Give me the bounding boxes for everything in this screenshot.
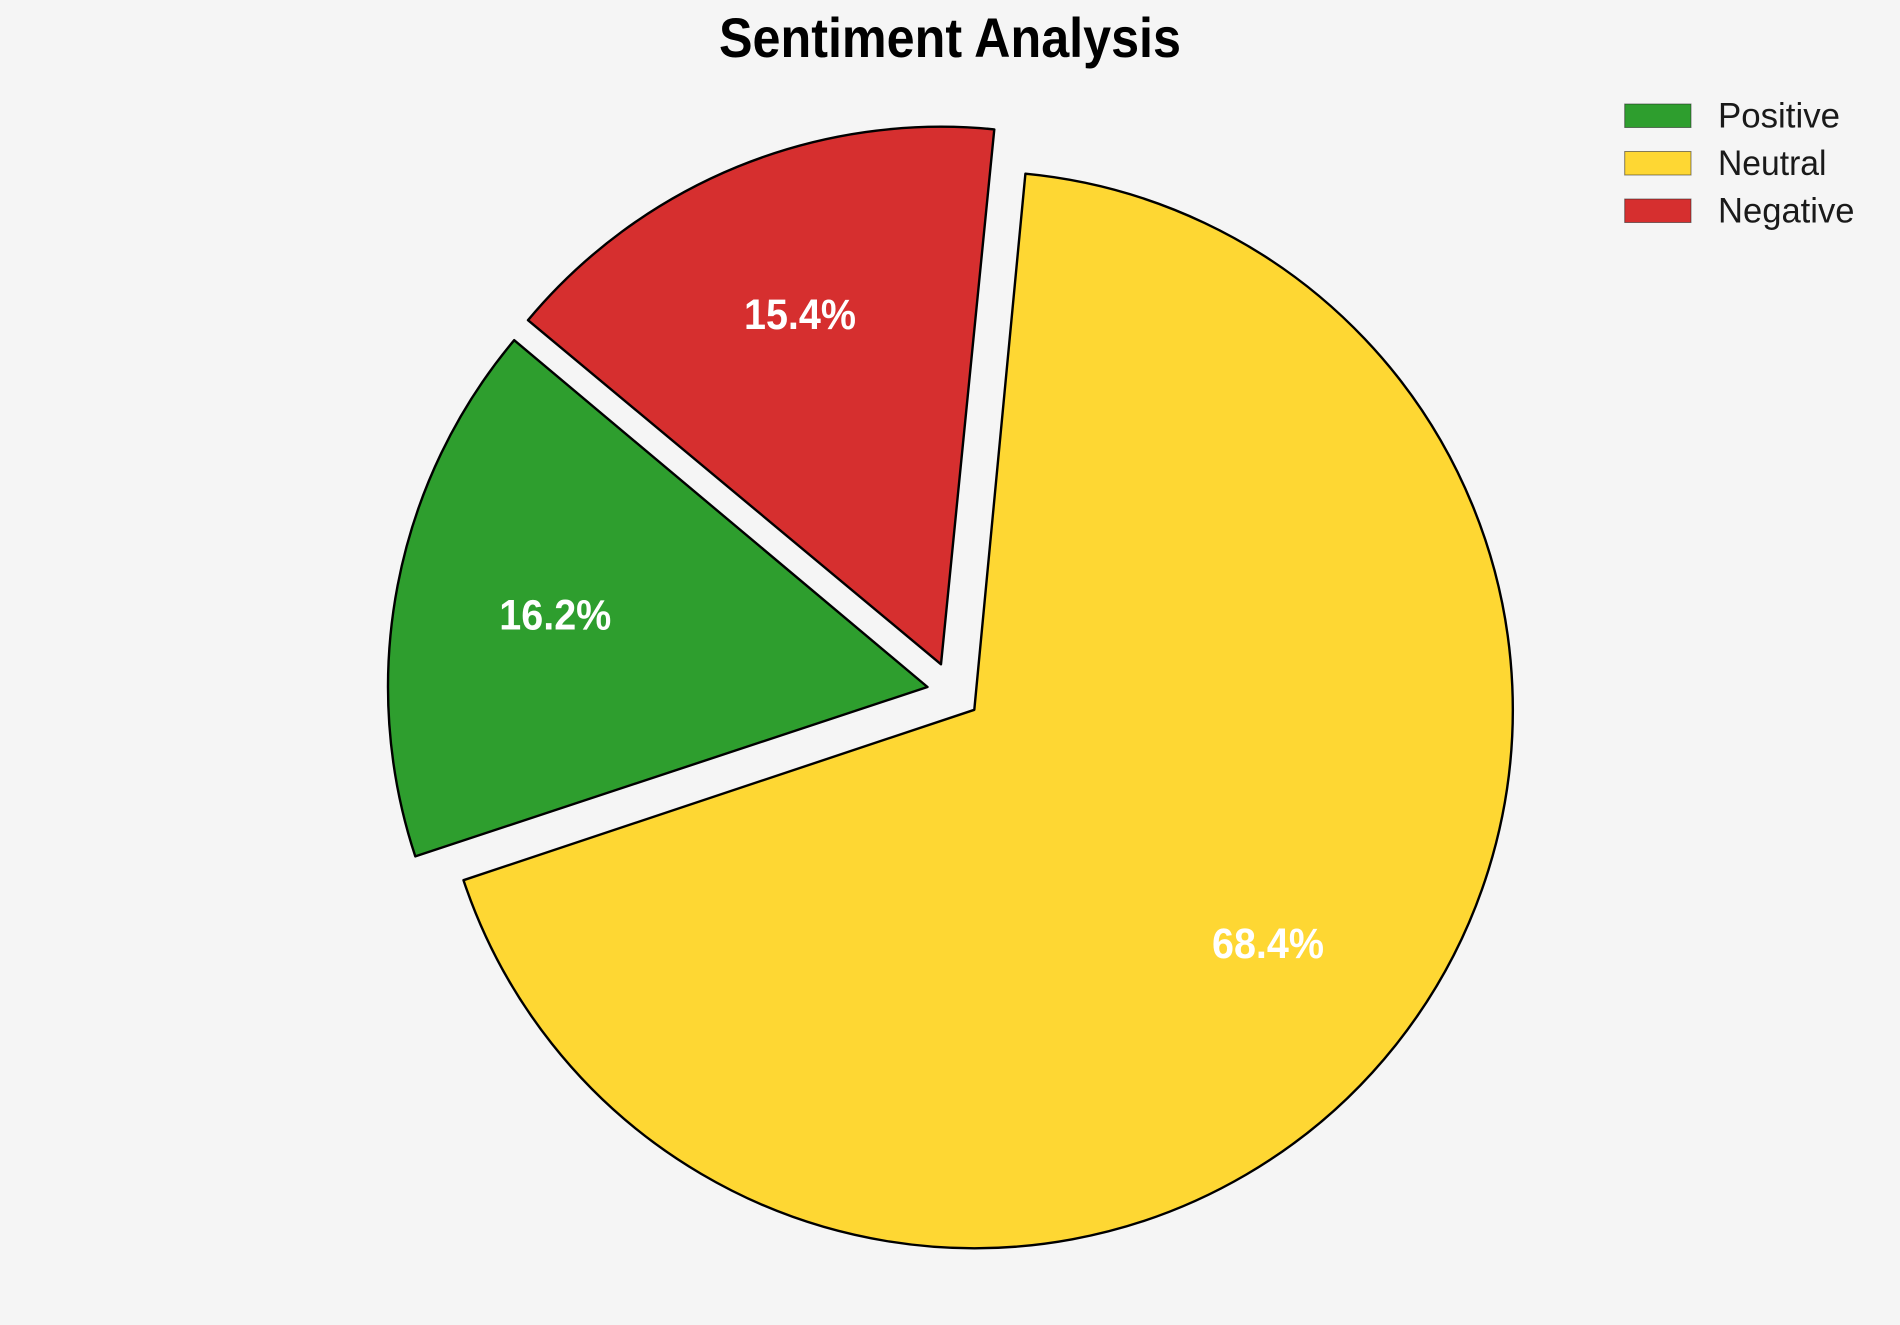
svg-text:16.2%: 16.2%: [499, 592, 611, 640]
svg-text:68.4%: 68.4%: [1212, 920, 1324, 968]
svg-text:15.4%: 15.4%: [744, 291, 856, 339]
svg-text:Sentiment Analysis: Sentiment Analysis: [719, 6, 1181, 69]
svg-text:Neutral: Neutral: [1718, 144, 1827, 183]
svg-text:Positive: Positive: [1718, 97, 1840, 136]
svg-text:Negative: Negative: [1718, 192, 1855, 231]
